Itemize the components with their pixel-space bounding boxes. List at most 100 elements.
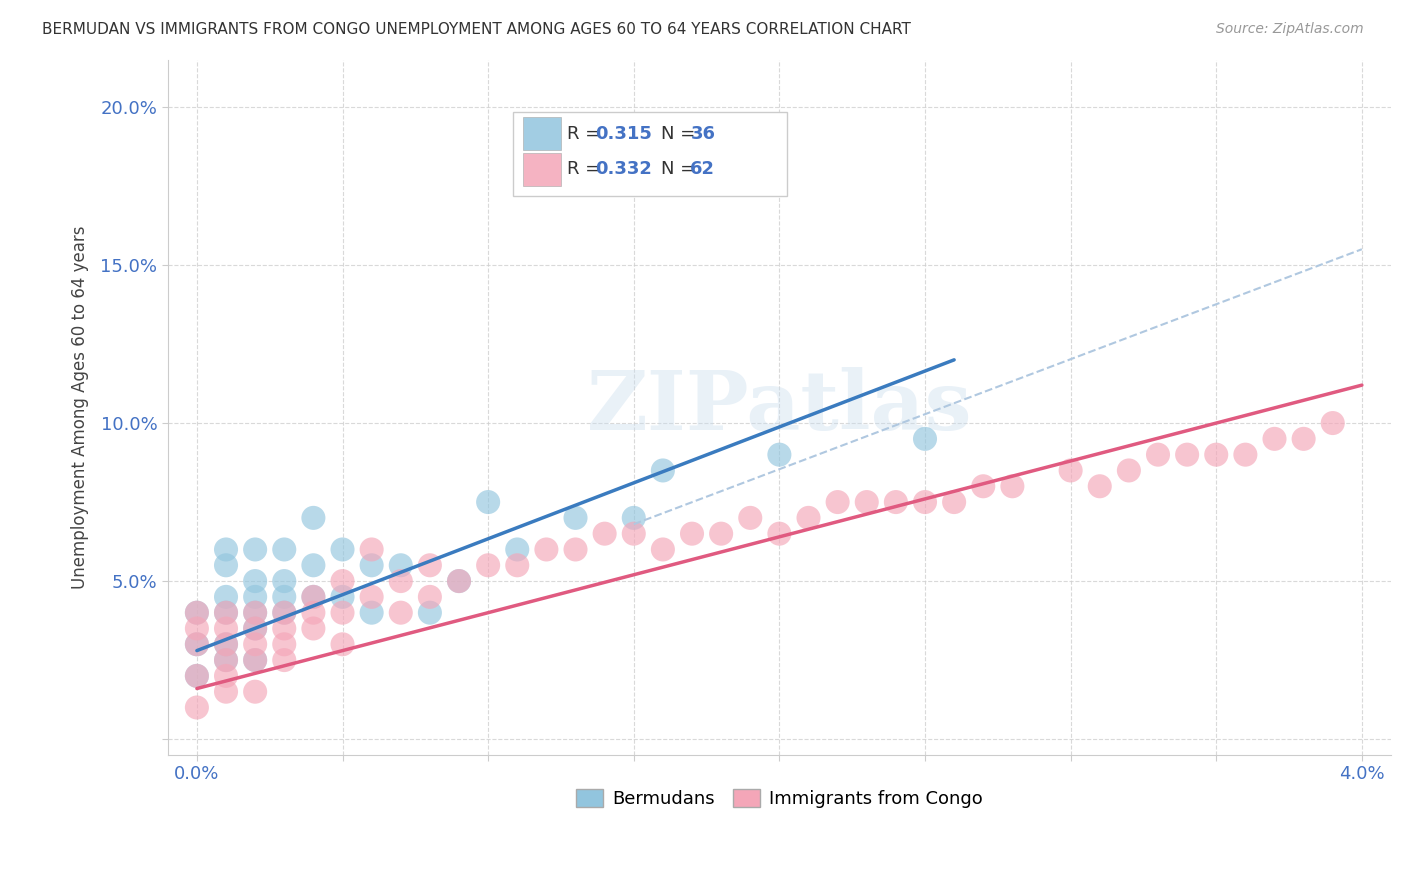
Point [186,622,208,636]
Point [243,590,266,604]
Point [215,590,238,604]
Point [273,622,295,636]
Point [593,526,616,541]
Point [186,637,208,651]
Point [1059,463,1081,477]
Point [1088,479,1111,493]
Point [360,558,382,573]
Point [243,637,266,651]
Point [564,542,586,557]
Point [1292,432,1315,446]
Point [215,637,238,651]
Point [360,590,382,604]
Point [389,558,412,573]
Text: ZIPatlas: ZIPatlas [586,368,972,447]
Point [740,511,762,525]
Point [768,448,790,462]
Text: N =: N = [661,125,700,143]
Point [827,495,849,509]
Point [215,653,238,667]
Point [447,574,470,588]
Point [243,653,266,667]
Point [710,526,733,541]
Point [273,590,295,604]
Point [855,495,877,509]
Point [215,558,238,573]
Point [884,495,907,509]
Text: 0.332: 0.332 [595,161,651,178]
Point [332,574,354,588]
Point [332,606,354,620]
Point [1001,479,1024,493]
Point [536,542,558,557]
Point [215,606,238,620]
Point [360,542,382,557]
Point [332,637,354,651]
Point [302,558,325,573]
Legend: Bermudans, Immigrants from Congo: Bermudans, Immigrants from Congo [569,781,990,815]
Point [302,622,325,636]
Point [623,511,645,525]
Point [273,637,295,651]
Point [273,606,295,620]
Point [1322,416,1344,430]
Point [623,526,645,541]
Point [186,637,208,651]
Point [186,669,208,683]
Point [243,622,266,636]
Text: 62: 62 [690,161,716,178]
Point [477,495,499,509]
Point [389,606,412,620]
Point [651,542,673,557]
Point [1205,448,1227,462]
Point [506,542,529,557]
Point [302,606,325,620]
Point [419,558,441,573]
Point [302,590,325,604]
Point [768,526,790,541]
Point [186,606,208,620]
Point [215,542,238,557]
Point [914,495,936,509]
Text: R =: R = [567,161,606,178]
Point [215,684,238,698]
Point [273,653,295,667]
Point [215,622,238,636]
Y-axis label: Unemployment Among Ages 60 to 64 years: Unemployment Among Ages 60 to 64 years [72,226,89,589]
Point [273,542,295,557]
Point [943,495,966,509]
Point [914,432,936,446]
Point [302,590,325,604]
Point [243,606,266,620]
Point [215,637,238,651]
Point [564,511,586,525]
Point [243,574,266,588]
Point [389,574,412,588]
Point [243,606,266,620]
Text: 36: 36 [690,125,716,143]
Point [215,669,238,683]
Point [419,590,441,604]
Point [273,574,295,588]
Point [681,526,703,541]
Point [302,511,325,525]
Point [215,606,238,620]
Point [186,700,208,714]
Point [243,684,266,698]
Point [1234,448,1257,462]
Point [972,479,994,493]
Point [447,574,470,588]
Point [1147,448,1170,462]
Point [1118,463,1140,477]
Text: N =: N = [661,161,700,178]
Point [651,463,673,477]
Point [186,669,208,683]
Text: 0.315: 0.315 [595,125,651,143]
Text: Source: ZipAtlas.com: Source: ZipAtlas.com [1216,22,1364,37]
Point [332,542,354,557]
Point [273,606,295,620]
Point [477,558,499,573]
Point [506,558,529,573]
Point [1175,448,1198,462]
Text: BERMUDAN VS IMMIGRANTS FROM CONGO UNEMPLOYMENT AMONG AGES 60 TO 64 YEARS CORRELA: BERMUDAN VS IMMIGRANTS FROM CONGO UNEMPL… [42,22,911,37]
